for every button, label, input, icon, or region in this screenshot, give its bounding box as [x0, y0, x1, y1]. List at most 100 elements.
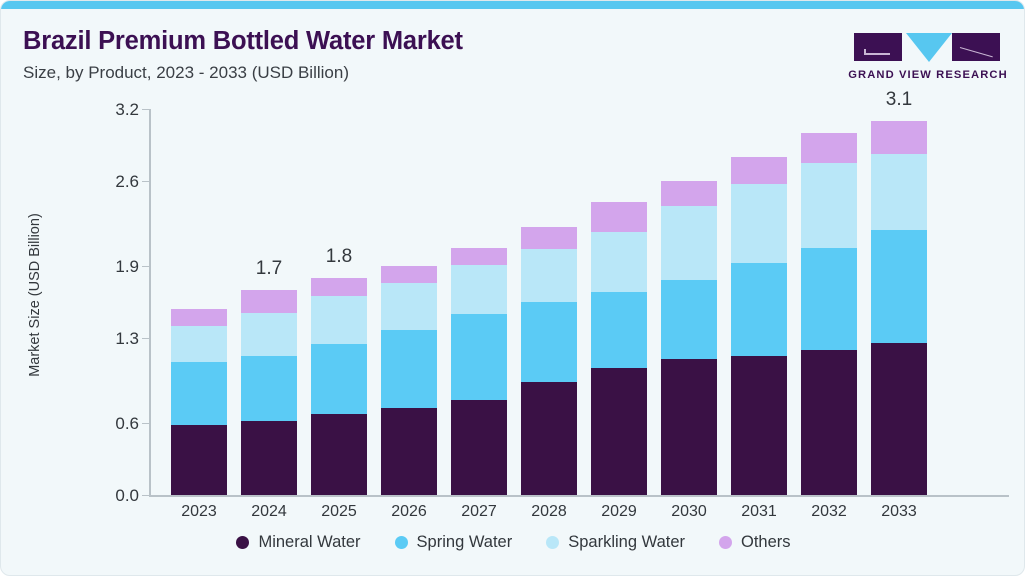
y-tick-label: 1.3: [115, 329, 139, 349]
bar-segment[interactable]: [171, 309, 227, 327]
legend-item[interactable]: Mineral Water: [236, 533, 361, 552]
bar-segment[interactable]: [871, 343, 927, 495]
grand-view-research-logo: GRAND VIEW RESEARCH: [848, 29, 1008, 89]
y-tick-mark: [142, 495, 149, 496]
accent-top-strip: [1, 1, 1024, 9]
legend-item[interactable]: Spring Water: [394, 533, 513, 552]
bar-segment[interactable]: [731, 157, 787, 184]
y-tick-mark: [142, 181, 149, 183]
bar-group[interactable]: [521, 227, 577, 495]
bar-group[interactable]: 1.7: [241, 258, 297, 495]
y-tick-mark: [142, 422, 149, 424]
bar-segment[interactable]: [451, 399, 507, 495]
bar-group[interactable]: [801, 133, 857, 495]
bar-segment[interactable]: [521, 381, 577, 495]
logo-marks: [848, 29, 1008, 65]
bar-segment[interactable]: [871, 153, 927, 230]
bar-segment[interactable]: [591, 292, 647, 369]
bar-segment[interactable]: [311, 344, 367, 415]
legend-item[interactable]: Others: [719, 533, 791, 552]
bar-segment[interactable]: [801, 133, 857, 164]
bar-segment[interactable]: [871, 229, 927, 344]
bar-group[interactable]: [661, 181, 717, 495]
legend-color-dot-icon: [719, 536, 732, 549]
logo-text: GRAND VIEW RESEARCH: [848, 69, 1008, 81]
logo-box-left-icon: [854, 33, 902, 61]
bar-group[interactable]: [451, 247, 507, 495]
bar-segment[interactable]: [451, 264, 507, 315]
bar-segment[interactable]: [171, 326, 227, 363]
bar-segment[interactable]: [871, 121, 927, 154]
bar-segment[interactable]: [241, 312, 297, 357]
bar-segment[interactable]: [801, 163, 857, 248]
legend-color-dot-icon: [394, 536, 408, 549]
bar-group[interactable]: 3.1: [871, 89, 927, 495]
bar-value-label: 3.1: [885, 89, 913, 111]
x-tick-label: 2031: [741, 503, 777, 520]
x-tick-label: 2026: [391, 503, 427, 520]
bar-segment[interactable]: [381, 282, 437, 330]
y-tick-label: 0.6: [115, 413, 139, 433]
bar-segment[interactable]: [451, 314, 507, 400]
bar-segment[interactable]: [311, 414, 367, 495]
bar-segment[interactable]: [731, 263, 787, 357]
legend-label: Spring Water: [416, 533, 513, 551]
bar-segment[interactable]: [661, 280, 717, 359]
x-tick-label: 2023: [181, 503, 217, 520]
legend-item[interactable]: Sparkling Water: [546, 533, 685, 552]
legend-color-dot-icon: [236, 536, 250, 549]
legend-label: Others: [741, 533, 791, 551]
bar-segment[interactable]: [661, 358, 717, 495]
bar-segment[interactable]: [731, 183, 787, 264]
legend-color-dot-icon: [546, 536, 560, 549]
bar-segment[interactable]: [591, 368, 647, 495]
x-tick-label: 2033: [881, 503, 917, 520]
y-tick-mark: [142, 338, 149, 340]
bar-segment[interactable]: [591, 232, 647, 293]
bar-segment[interactable]: [451, 247, 507, 265]
bar-segment[interactable]: [801, 247, 857, 351]
page-subtitle: Size, by Product, 2023 - 2033 (USD Billi…: [23, 63, 349, 82]
bar-segment[interactable]: [801, 350, 857, 495]
bar-value-label: 1.7: [255, 257, 283, 279]
y-axis-line: [149, 109, 151, 496]
bar-group[interactable]: 1.8: [311, 246, 367, 495]
bar-segment[interactable]: [381, 408, 437, 495]
bar-group[interactable]: [171, 309, 227, 495]
bar-segment[interactable]: [521, 227, 577, 249]
bar-segment[interactable]: [171, 425, 227, 495]
bar-segment[interactable]: [521, 302, 577, 382]
y-tick-mark: [142, 109, 149, 110]
x-tick-label: 2030: [671, 503, 707, 520]
y-tick-label: 3.2: [115, 100, 139, 119]
x-tick-label: 2032: [811, 503, 847, 520]
y-tick-label: 1.9: [115, 256, 139, 276]
bar-segment[interactable]: [591, 201, 647, 233]
bar-segment[interactable]: [241, 356, 297, 422]
bar-segment[interactable]: [731, 356, 787, 495]
bar-segment[interactable]: [241, 421, 297, 495]
y-tick-label: 2.6: [115, 172, 139, 192]
bar-group[interactable]: [731, 157, 787, 495]
bar-segment[interactable]: [171, 362, 227, 426]
bar-group[interactable]: [591, 201, 647, 495]
chart-header: Brazil Premium Bottled Water Market Size…: [1, 9, 1024, 91]
x-tick-label: 2024: [251, 503, 287, 520]
page-title: Brazil Premium Bottled Water Market: [23, 27, 463, 55]
plot-area: Market Size (USD Billion) 0.0 0.6 1.3 1.9 2.…: [1, 89, 1024, 531]
y-tick-mark: [142, 265, 149, 267]
y-tick-label: 0.0: [115, 486, 139, 505]
bar-segment[interactable]: [381, 329, 437, 409]
bar-segment[interactable]: [311, 277, 367, 296]
logo-triangle-icon: [906, 33, 952, 62]
bar-group[interactable]: [381, 265, 437, 495]
x-tick-label: 2029: [601, 503, 637, 520]
bar-segment[interactable]: [661, 181, 717, 206]
bar-segment[interactable]: [661, 205, 717, 281]
bar-segment[interactable]: [241, 289, 297, 313]
bar-segment[interactable]: [521, 248, 577, 303]
x-tick-label: 2028: [531, 503, 567, 520]
bar-segment[interactable]: [311, 295, 367, 345]
bar-segment[interactable]: [381, 265, 437, 283]
